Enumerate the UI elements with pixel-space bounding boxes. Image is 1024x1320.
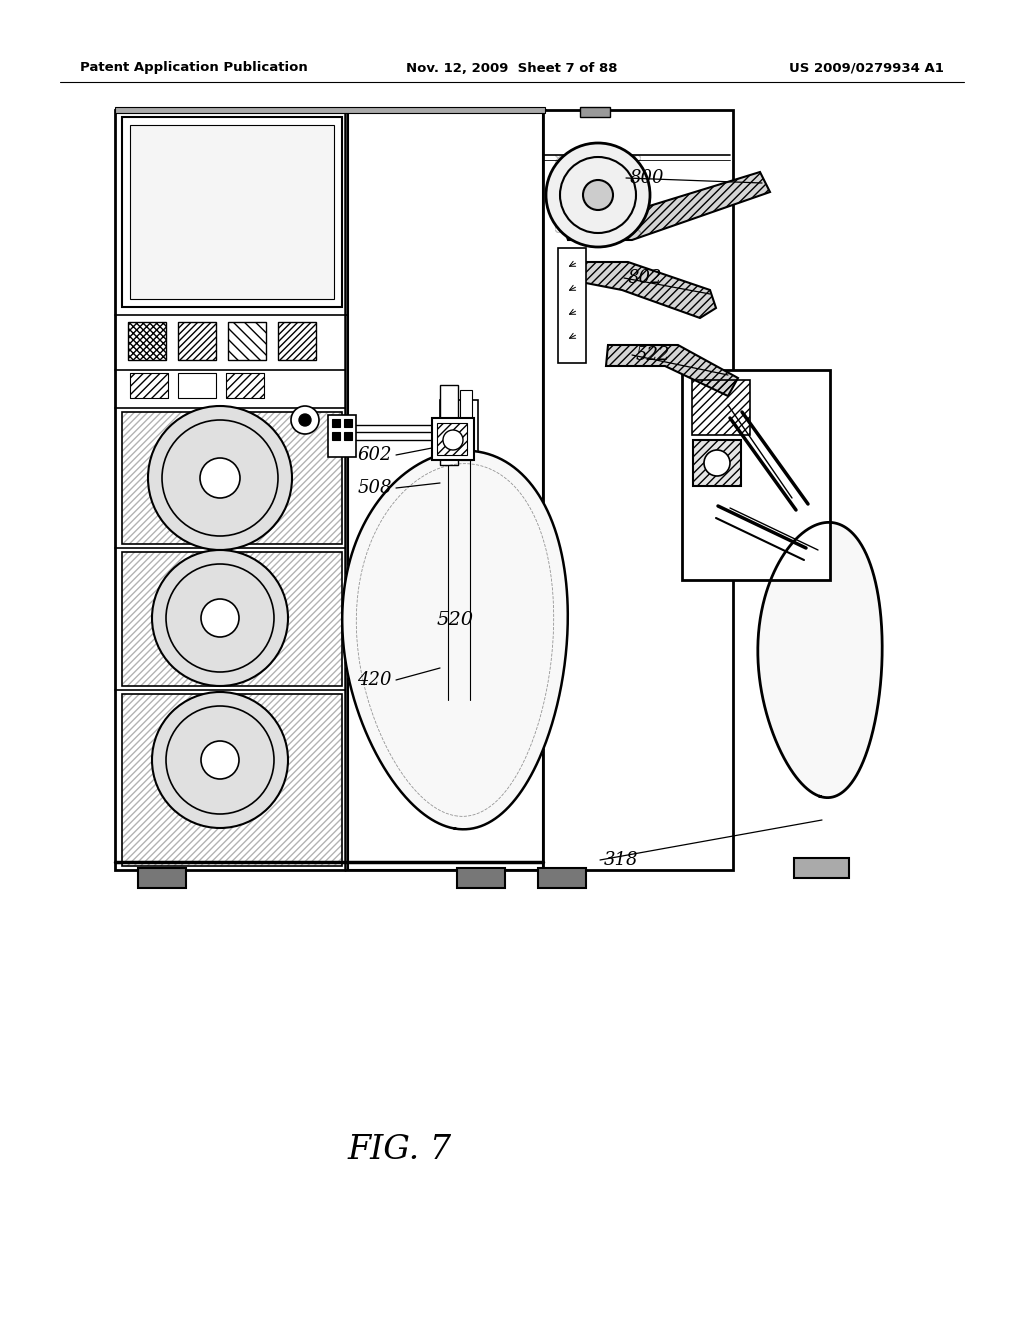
Bar (130, 374, 168, 399)
Bar (692, 380, 750, 436)
Bar (128, 322, 166, 360)
Text: 508: 508 (357, 479, 392, 498)
Bar (344, 418, 352, 426)
Bar (122, 552, 342, 686)
Text: 602: 602 (357, 446, 392, 465)
Circle shape (152, 692, 288, 828)
Bar (228, 322, 266, 360)
Bar (693, 440, 741, 486)
Bar (122, 412, 342, 544)
Bar (332, 432, 340, 440)
Bar (538, 869, 586, 888)
Bar (226, 374, 264, 399)
Bar (226, 374, 264, 399)
Bar (122, 694, 342, 866)
Bar (178, 374, 216, 399)
Text: FIG. 7: FIG. 7 (348, 1134, 452, 1166)
Bar (228, 322, 266, 360)
Circle shape (152, 550, 288, 686)
Bar (682, 370, 830, 579)
Circle shape (705, 450, 730, 477)
Text: 318: 318 (604, 851, 639, 869)
Text: US 2009/0279934 A1: US 2009/0279934 A1 (790, 62, 944, 74)
Bar (555, 154, 641, 234)
Text: 522: 522 (636, 346, 671, 364)
Bar (122, 412, 342, 544)
Bar (794, 858, 849, 878)
Bar (122, 694, 342, 866)
Text: 420: 420 (357, 671, 392, 689)
Bar (332, 418, 340, 426)
Bar (437, 422, 467, 455)
Bar (278, 322, 316, 360)
Bar (130, 374, 168, 399)
Text: 800: 800 (630, 169, 665, 187)
Bar (328, 414, 356, 457)
Circle shape (583, 180, 613, 210)
Bar (138, 869, 186, 888)
Circle shape (546, 143, 650, 247)
Text: Patent Application Publication: Patent Application Publication (80, 62, 308, 74)
Bar (558, 248, 586, 363)
Circle shape (148, 407, 292, 550)
Polygon shape (606, 345, 738, 396)
Bar (115, 107, 545, 114)
Bar (457, 869, 505, 888)
Bar (128, 322, 166, 360)
Bar (543, 110, 733, 870)
Circle shape (443, 430, 463, 450)
Bar (440, 400, 478, 700)
Bar (432, 418, 474, 459)
Circle shape (299, 414, 311, 426)
Bar (348, 110, 543, 870)
Bar (122, 117, 342, 308)
Circle shape (201, 741, 239, 779)
Bar (278, 322, 316, 360)
Circle shape (201, 599, 239, 638)
Circle shape (200, 458, 240, 498)
Text: 802: 802 (628, 269, 663, 286)
Polygon shape (342, 450, 567, 829)
Bar (460, 389, 472, 459)
Bar (178, 322, 216, 360)
Bar (122, 552, 342, 686)
Text: Nov. 12, 2009  Sheet 7 of 88: Nov. 12, 2009 Sheet 7 of 88 (407, 62, 617, 74)
Text: 520: 520 (436, 611, 473, 630)
Bar (693, 440, 741, 486)
Polygon shape (560, 261, 716, 318)
Bar (580, 107, 610, 117)
Bar (344, 432, 352, 440)
Bar (130, 125, 334, 300)
Bar (178, 322, 216, 360)
Circle shape (291, 407, 319, 434)
Polygon shape (560, 172, 770, 240)
Bar (115, 110, 545, 870)
Bar (440, 385, 458, 465)
Polygon shape (758, 523, 883, 797)
